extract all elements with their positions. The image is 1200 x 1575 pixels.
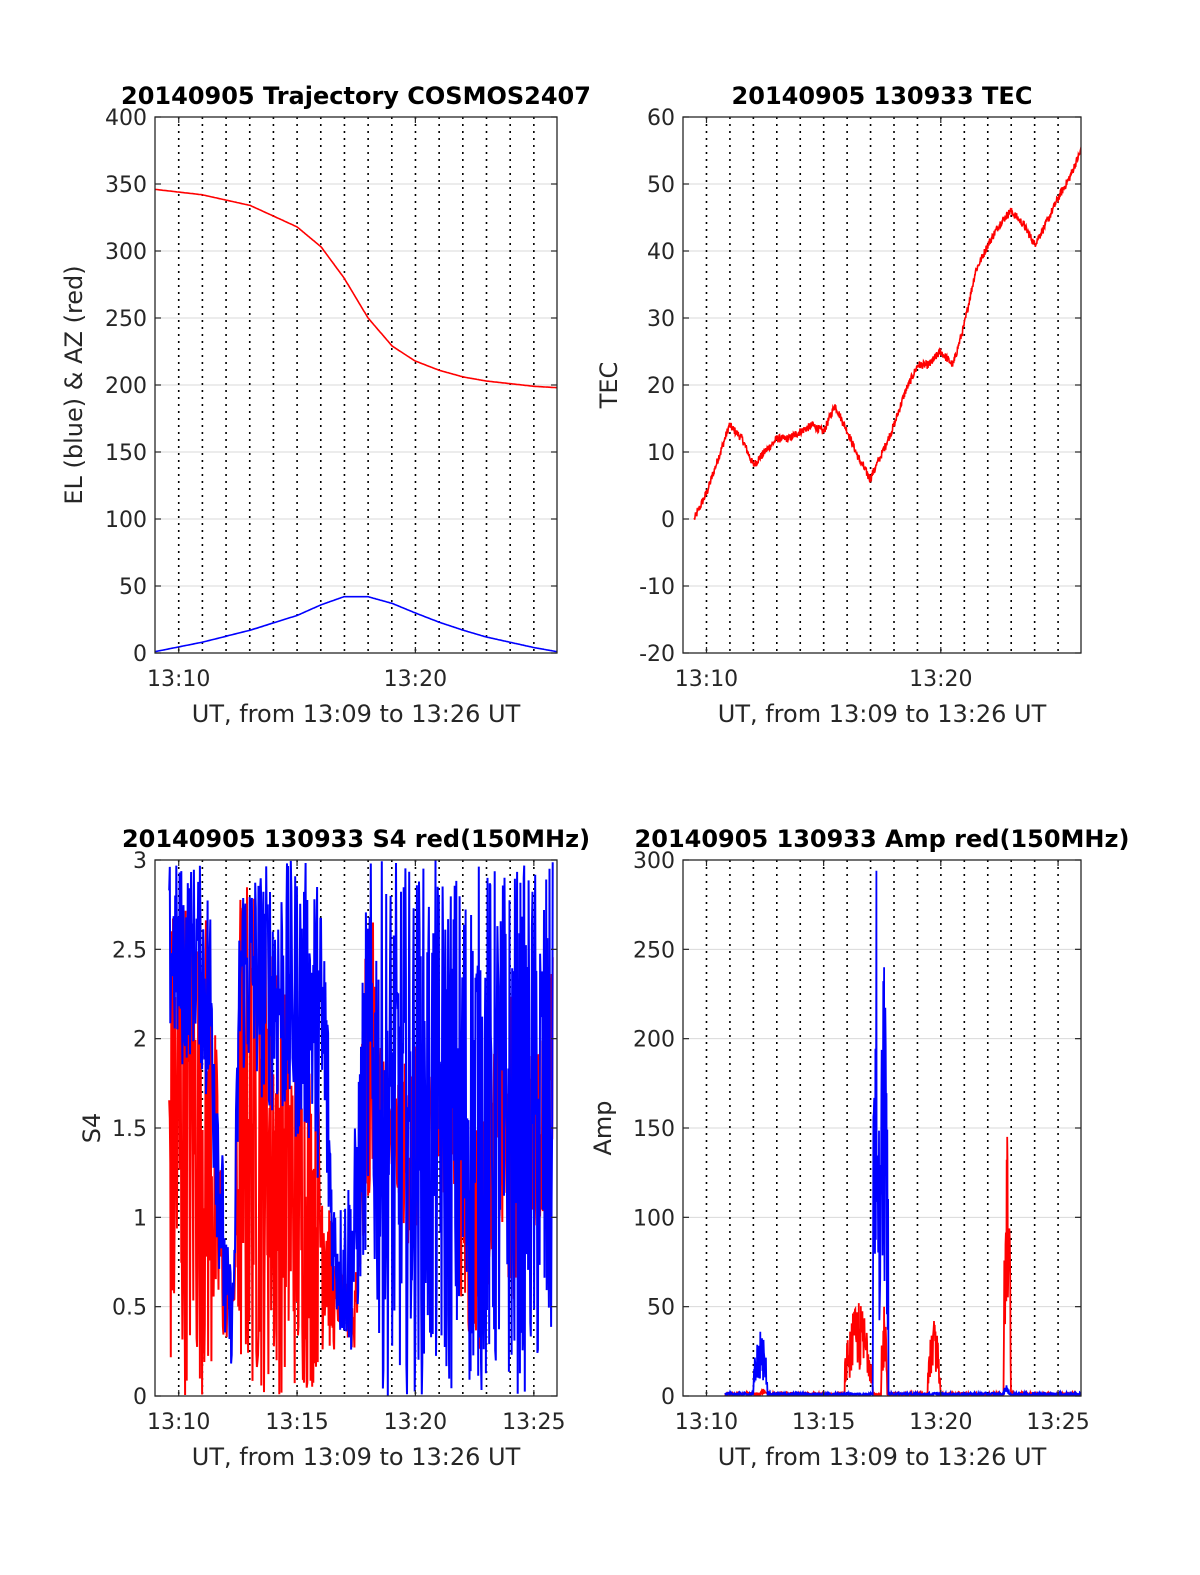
trajectory-panel: 20140905 Trajectory COSMOS2407 EL (blue)…	[60, 82, 591, 728]
series-line-0	[724, 1136, 1081, 1396]
s4-ylabel: S4	[78, 1113, 106, 1144]
x-tick-label: 13:25	[502, 1410, 565, 1435]
y-tick-label: -20	[639, 642, 675, 667]
y-tick-label: 60	[647, 106, 675, 131]
x-tick-label: 13:10	[147, 667, 210, 692]
x-tick-label: 13:20	[909, 1410, 972, 1435]
y-tick-label: 0	[133, 642, 147, 667]
trajectory-ylabel: EL (blue) & AZ (red)	[60, 265, 88, 504]
trajectory-title: 20140905 Trajectory COSMOS2407	[121, 82, 591, 110]
y-tick-label: 40	[647, 240, 675, 265]
y-tick-label: 50	[647, 1296, 675, 1321]
y-tick-label: 1.5	[112, 1117, 147, 1142]
y-tick-label: 1	[133, 1206, 147, 1231]
tec-panel: 20140905 130933 TEC TEC UT, from 13:09 t…	[595, 82, 1082, 728]
y-tick-label: 100	[105, 508, 147, 533]
s4-panel: 20140905 130933 S4 red(150MHz) S4 UT, fr…	[78, 825, 590, 1471]
amp-panel: 20140905 130933 Amp red(150MHz) Amp UT, …	[589, 825, 1129, 1471]
x-tick-label: 13:20	[384, 667, 447, 692]
x-tick-label: 13:20	[909, 667, 972, 692]
tec-ylabel: TEC	[595, 362, 623, 410]
y-tick-label: 350	[105, 173, 147, 198]
y-tick-label: 20	[647, 374, 675, 399]
y-tick-label: 50	[119, 575, 147, 600]
y-tick-label: 0	[661, 1385, 675, 1410]
y-tick-label: 0	[133, 1385, 147, 1410]
series-line-1	[168, 860, 554, 1396]
tec-title: 20140905 130933 TEC	[732, 82, 1033, 110]
series-group	[168, 860, 554, 1396]
y-tick-label: 2	[133, 1028, 147, 1053]
y-tick-label: 100	[633, 1206, 675, 1231]
y-tick-label: 250	[633, 938, 675, 963]
x-tick-label: 13:10	[675, 1410, 738, 1435]
s4-title: 20140905 130933 S4 red(150MHz)	[122, 825, 590, 853]
x-tick-label: 13:20	[384, 1410, 447, 1435]
series-line-1	[155, 595, 557, 653]
series-group	[693, 146, 1081, 520]
series-group	[155, 188, 557, 653]
y-tick-label: 200	[105, 374, 147, 399]
y-tick-label: -10	[639, 575, 675, 600]
series-line-0	[693, 146, 1081, 520]
tec-xlabel: UT, from 13:09 to 13:26 UT	[718, 700, 1047, 728]
x-tick-label: 13:15	[792, 1410, 855, 1435]
y-tick-label: 50	[647, 173, 675, 198]
y-tick-label: 0	[661, 508, 675, 533]
series-line-1	[724, 870, 1081, 1396]
y-tick-label: 300	[633, 849, 675, 874]
series-group	[724, 870, 1081, 1396]
x-tick-label: 13:10	[675, 667, 738, 692]
y-tick-label: 300	[105, 240, 147, 265]
y-tick-label: 30	[647, 307, 675, 332]
s4-xlabel: UT, from 13:09 to 13:26 UT	[192, 1443, 521, 1471]
y-tick-label: 150	[633, 1117, 675, 1142]
amp-xlabel: UT, from 13:09 to 13:26 UT	[718, 1443, 1047, 1471]
y-tick-label: 10	[647, 441, 675, 466]
y-tick-label: 400	[105, 106, 147, 131]
y-tick-label: 200	[633, 1028, 675, 1053]
y-tick-label: 250	[105, 307, 147, 332]
x-tick-label: 13:25	[1026, 1410, 1089, 1435]
y-tick-label: 2.5	[112, 938, 147, 963]
x-tick-label: 13:15	[265, 1410, 328, 1435]
amp-title: 20140905 130933 Amp red(150MHz)	[635, 825, 1130, 853]
series-line-0	[155, 188, 557, 389]
y-tick-label: 150	[105, 441, 147, 466]
y-tick-label: 0.5	[112, 1296, 147, 1321]
amp-ylabel: Amp	[589, 1100, 617, 1155]
trajectory-xlabel: UT, from 13:09 to 13:26 UT	[192, 700, 521, 728]
x-tick-label: 13:10	[147, 1410, 210, 1435]
y-tick-label: 3	[133, 849, 147, 874]
